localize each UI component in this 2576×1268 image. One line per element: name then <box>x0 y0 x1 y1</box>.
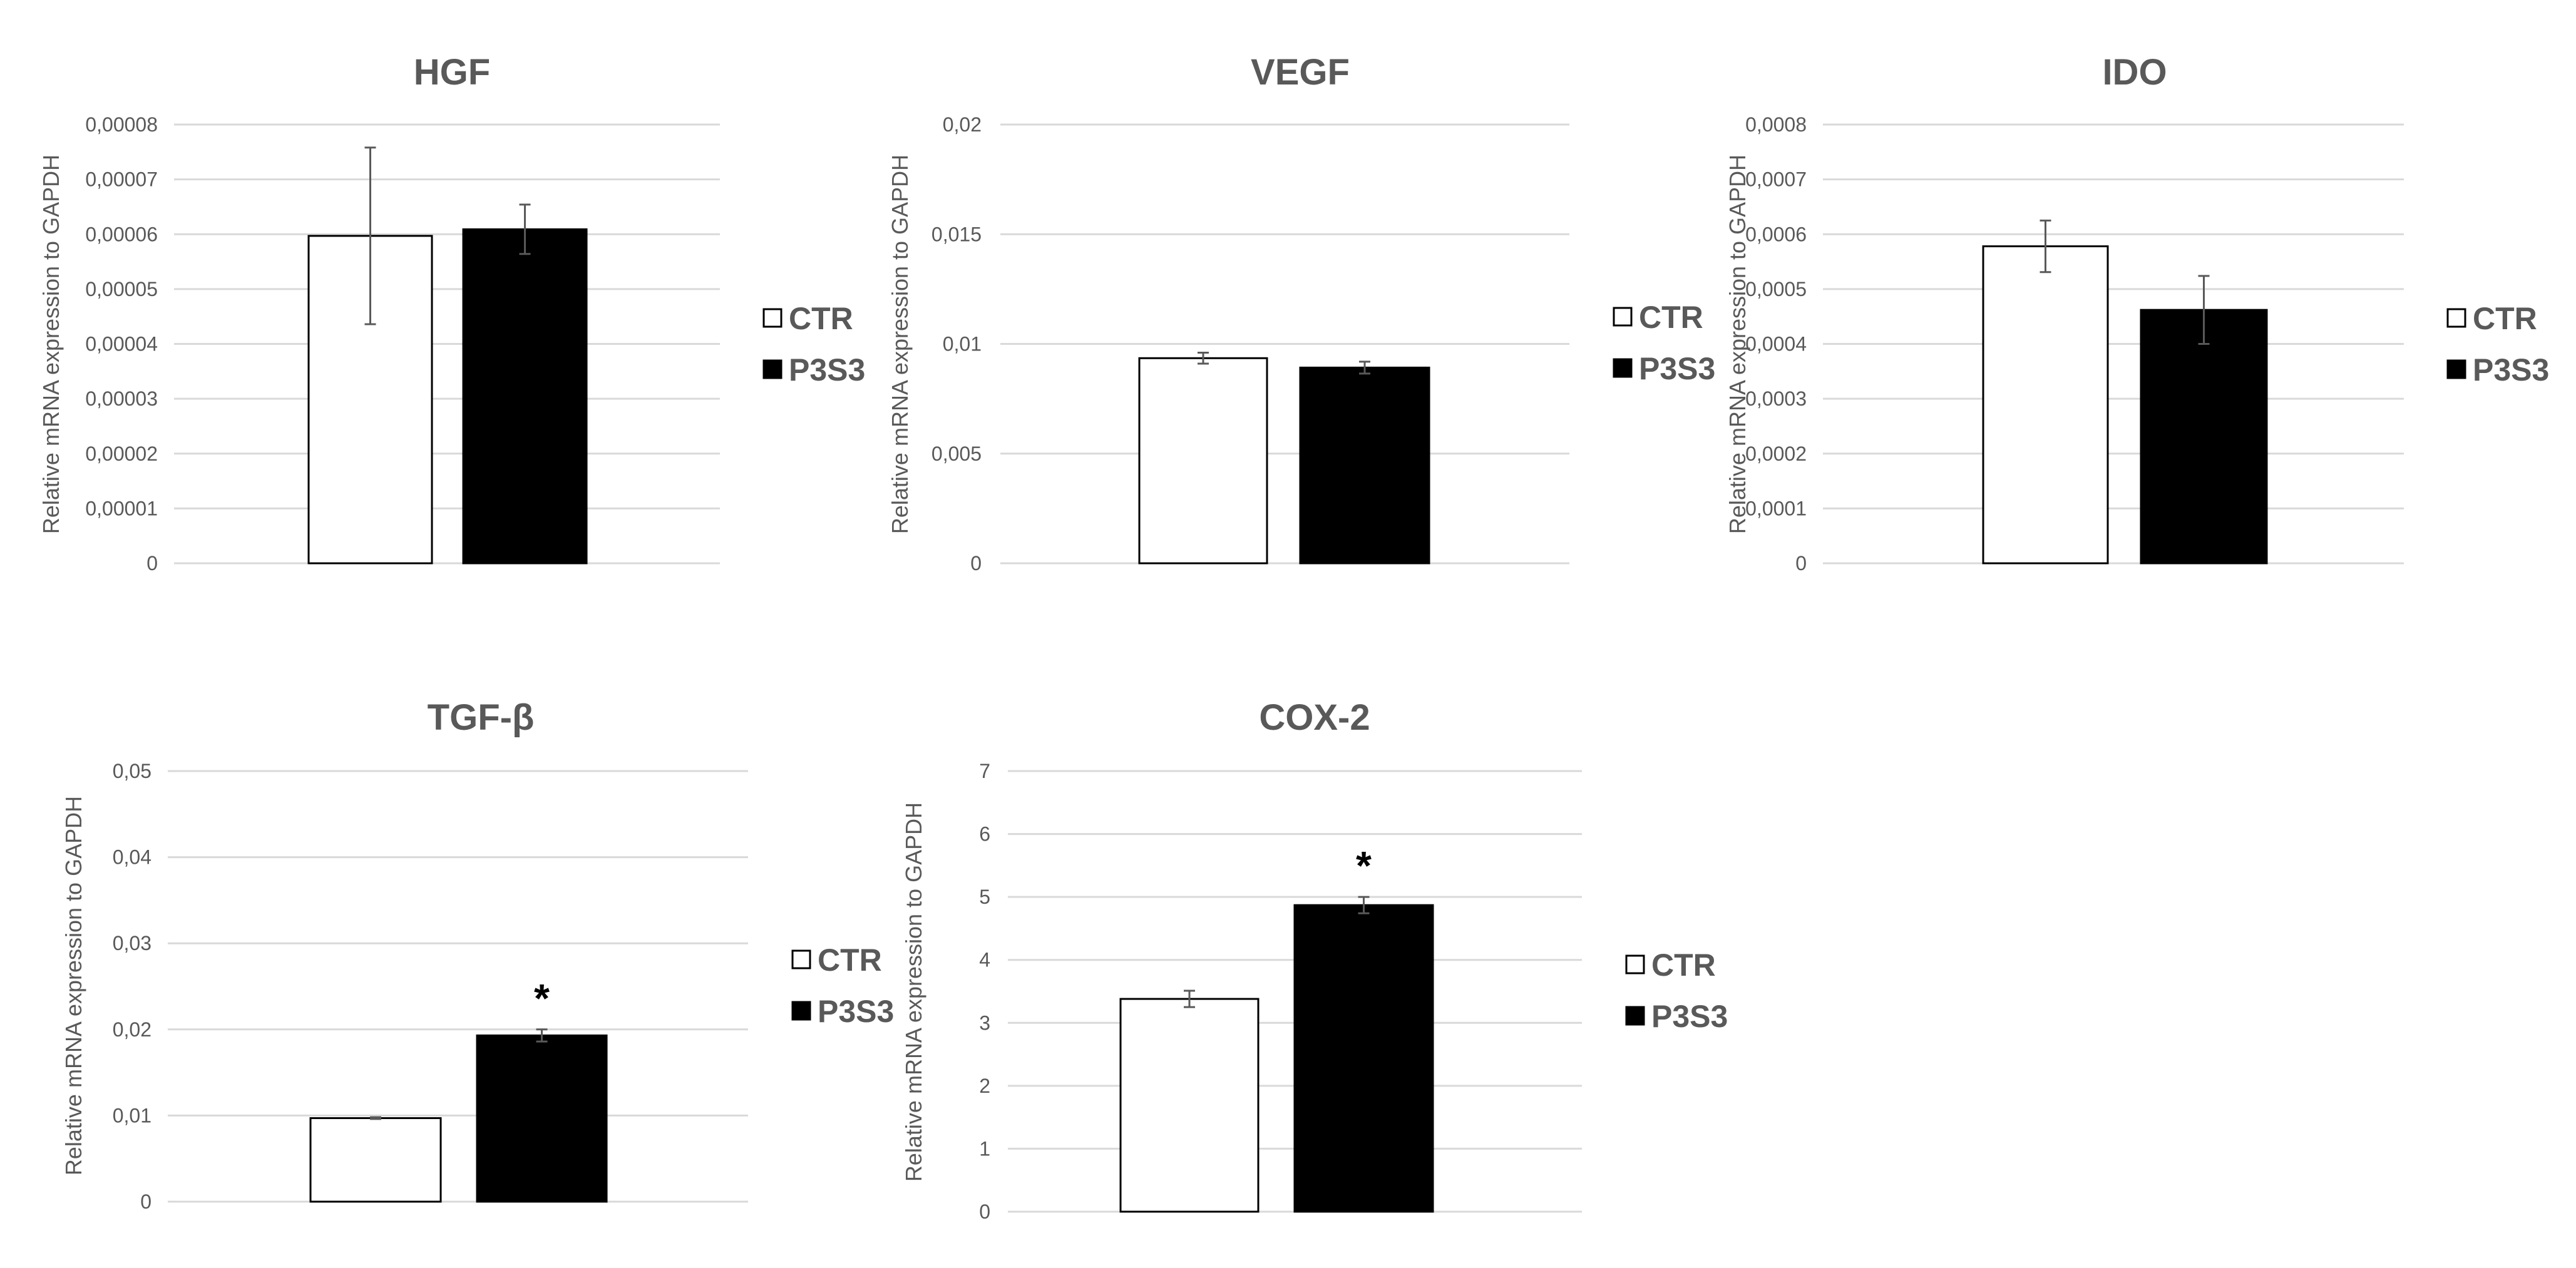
bar-p3s3 <box>476 1034 608 1203</box>
y-tick-label: 0,00002 <box>85 442 158 465</box>
y-tick-label: 3 <box>979 1011 990 1034</box>
legend-swatch-p3s3 <box>791 1001 811 1021</box>
legend-swatch-ctr <box>2446 308 2466 328</box>
y-tick-label: 0,0006 <box>1745 223 1807 245</box>
bar-ctr <box>1138 357 1268 565</box>
y-tick-label: 0,0002 <box>1745 442 1807 465</box>
y-axis-label: Relative mRNA expression to GAPDH <box>61 796 86 1175</box>
chart-tgf-beta: 0 0,01 0,02 0,03 0,04 0,05 TGF-β Relative mRNA … <box>61 697 894 1213</box>
legend-swatch-ctr <box>1613 307 1633 327</box>
legend-label-ctr: CTR <box>818 943 882 978</box>
y-tick-label: 0,00008 <box>85 113 158 136</box>
y-axis-label: Relative mRNA expression to GAPDH <box>887 155 913 534</box>
significance-marker: * <box>534 976 550 1021</box>
legend-swatch-p3s3 <box>1625 1006 1645 1026</box>
y-tick-label: 0 <box>979 1200 990 1223</box>
legend-swatch-p3s3 <box>2446 359 2466 379</box>
y-tick-label: 0,03 <box>113 932 151 954</box>
bar-ctr <box>1119 998 1260 1213</box>
y-tick-label: 0,00006 <box>85 223 158 245</box>
chart-title: HGF <box>414 52 490 93</box>
legend-label-p3s3: P3S3 <box>818 994 894 1029</box>
chart-title: VEGF <box>1251 52 1350 93</box>
legend-label-p3s3: P3S3 <box>789 352 865 387</box>
chart-title: COX-2 <box>1259 697 1370 738</box>
legend-swatch-p3s3 <box>762 359 783 379</box>
y-tick-label: 0,0005 <box>1745 278 1807 300</box>
y-tick-label: 0,00004 <box>85 333 158 355</box>
y-tick-label: 0,015 <box>931 223 982 245</box>
y-tick-label: 4 <box>979 949 990 971</box>
legend-label-ctr: CTR <box>2473 301 2537 336</box>
y-tick-label: 0,01 <box>943 333 982 355</box>
y-tick-label: 0,00003 <box>85 387 158 410</box>
y-tick-label: 0,0007 <box>1745 168 1807 191</box>
y-tick-label: 0 <box>146 552 158 575</box>
legend-label-p3s3: P3S3 <box>2473 352 2549 387</box>
y-tick-label: 0,04 <box>113 846 151 869</box>
legend-label-ctr: CTR <box>1639 300 1703 335</box>
y-tick-label: 0,0003 <box>1745 387 1807 410</box>
legend-swatch-ctr <box>762 308 783 328</box>
y-tick-label: 0,05 <box>113 760 151 782</box>
y-tick-label: 0,005 <box>931 442 982 465</box>
bar-p3s3 <box>2140 309 2268 565</box>
bar-ctr <box>309 1117 442 1203</box>
y-tick-label: 6 <box>979 823 990 846</box>
y-tick-label: 5 <box>979 886 990 908</box>
y-tick-label: 0,00007 <box>85 168 158 191</box>
bar-p3s3 <box>1293 904 1434 1213</box>
y-tick-label: 0,02 <box>943 113 982 136</box>
y-tick-label: 0,0008 <box>1745 113 1807 136</box>
chart-cox-2: 0 1 2 3 4 5 6 7 COX-2 Relative mRNA expression to… <box>901 697 1728 1223</box>
y-axis-label: Relative mRNA expression to GAPDH <box>901 802 926 1182</box>
y-axis-label: Relative mRNA expression to GAPDH <box>38 155 64 534</box>
y-tick-label: 7 <box>979 760 990 782</box>
bar-p3s3 <box>462 228 588 565</box>
y-tick-label: 0 <box>140 1190 151 1213</box>
legend-swatch-ctr <box>1625 954 1645 974</box>
chart-ido: 0 0,0001 0,0002 0,0003 0,0004 0,0005 0,0006 0,0… <box>1725 52 2549 575</box>
y-tick-label: 2 <box>979 1075 990 1097</box>
significance-marker: * <box>1356 843 1372 888</box>
y-tick-label: 0,00001 <box>85 497 158 519</box>
y-tick-label: 0,0001 <box>1745 497 1807 519</box>
y-tick-label: 0 <box>970 552 982 575</box>
chart-vegf: 0 0,005 0,01 0,015 0,02 VEGF Relative mRNA exp… <box>887 52 1715 575</box>
chart-hgf: 0 0,00001 0,00002 0,00003 0,00004 0,00005 0,00… <box>38 52 865 575</box>
bar-p3s3 <box>1299 366 1430 565</box>
y-tick-label: 0 <box>1795 552 1807 575</box>
y-tick-label: 0,01 <box>113 1104 151 1127</box>
legend-label-ctr: CTR <box>1651 948 1716 983</box>
y-tick-label: 0,0004 <box>1745 333 1807 355</box>
legend-label-ctr: CTR <box>789 301 853 336</box>
y-tick-label: 1 <box>979 1137 990 1160</box>
y-tick-label: 0,02 <box>113 1018 151 1041</box>
legend-swatch-ctr <box>791 949 811 969</box>
chart-title: TGF-β <box>428 697 535 738</box>
legend-label-p3s3: P3S3 <box>1639 351 1715 386</box>
y-tick-label: 0,00005 <box>85 278 158 300</box>
legend-swatch-p3s3 <box>1613 358 1633 378</box>
chart-title: IDO <box>2102 52 2167 93</box>
y-axis-label: Relative mRNA expression to GAPDH <box>1725 155 1750 534</box>
legend-label-p3s3: P3S3 <box>1651 999 1728 1034</box>
bar-ctr <box>1982 245 2109 565</box>
